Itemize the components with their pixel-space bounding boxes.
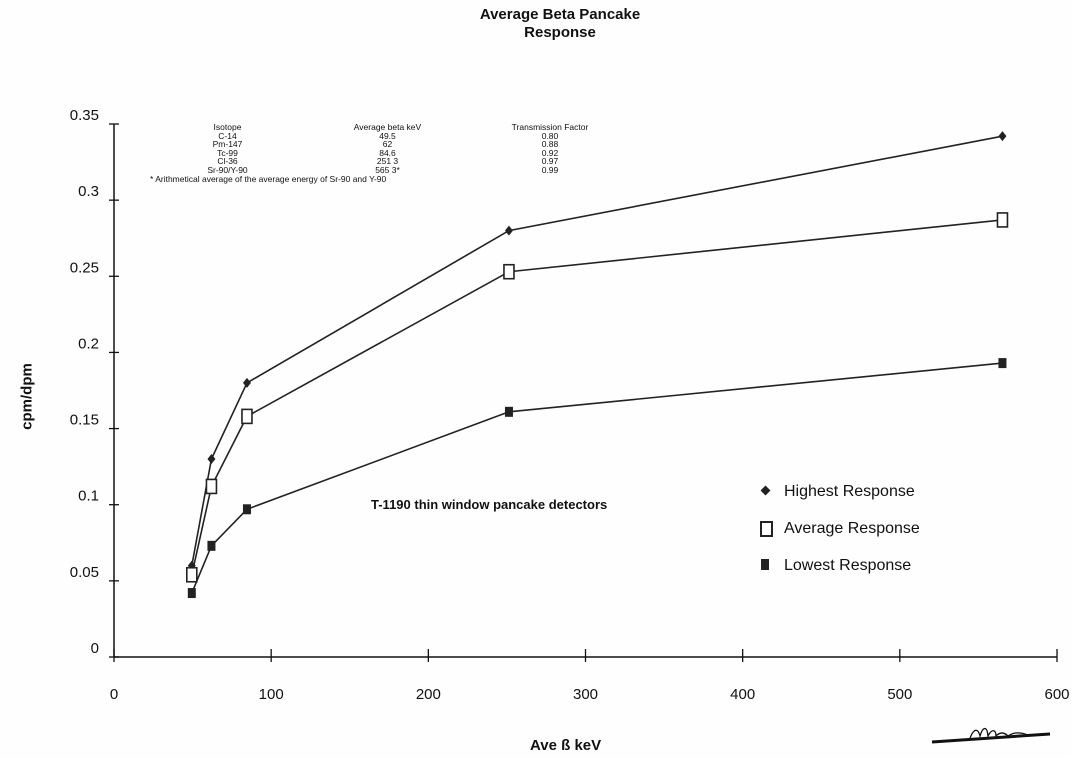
y-tick-label: 0 — [91, 640, 99, 657]
chart-title-line-1: Average Beta Pancake — [479, 6, 641, 23]
chart-title: Average Beta Pancake Response — [430, 6, 690, 42]
data-point-diamond — [504, 225, 513, 236]
transmission-factor-cell: 0.99 — [541, 164, 559, 175]
filled-square-marker-icon — [756, 556, 776, 576]
legend-label-lowest: Lowest Response — [784, 556, 912, 574]
isotope-header: Isotope — [213, 122, 242, 132]
y-tick-label: 0.1 — [78, 488, 99, 505]
table-row: C-14 49.5 0.80 — [150, 130, 630, 141]
y-tick-label: 0.15 — [70, 412, 99, 429]
transmission-factor-cell: 0.97 — [541, 156, 559, 167]
chart-title-line-2: Response — [524, 24, 596, 41]
open-square-marker-icon — [756, 519, 776, 539]
y-tick-label: 0.25 — [70, 259, 99, 276]
data-point-diamond — [242, 377, 251, 388]
data-point-diamond — [998, 131, 1007, 142]
table-row: Sr-90/Y-90 565 3* 0.99 — [150, 166, 630, 175]
y-tick-label: 0.2 — [78, 335, 99, 352]
isotope-cell: Tc-99 — [217, 147, 238, 158]
x-tick-label: 200 — [416, 686, 441, 703]
chart-annotation: T-1190 thin window pancake detectors — [371, 497, 608, 512]
x-tick-label: 300 — [573, 686, 598, 703]
isotope-table: Isotope Average beta keV Transmission Fa… — [150, 123, 630, 183]
table-row: Tc-99 84.6 0.92 — [150, 149, 630, 158]
table-footnote: * Arithmetical average of the average en… — [150, 173, 387, 184]
data-point-open-square — [241, 408, 253, 425]
x-tick-label: 400 — [730, 686, 755, 703]
data-point-open-square — [185, 566, 198, 583]
isotope-cell: Sr-90/Y-90 — [207, 164, 248, 175]
data-point-filled-square — [207, 540, 216, 551]
transmission-factor-cell: 0.80 — [541, 130, 559, 141]
y-tick-label: 0.3 — [78, 183, 99, 200]
transmission-factor-cell: 0.92 — [541, 147, 559, 158]
data-point-filled-square — [242, 504, 251, 515]
data-point-filled-square — [187, 588, 196, 599]
x-tick-label: 600 — [1044, 686, 1069, 703]
data-point-filled-square — [998, 358, 1007, 369]
beta-kev-header: Average beta keV — [353, 122, 422, 132]
transmission-factor-cell: 0.88 — [541, 139, 559, 150]
legend-item-highest: Highest Response — [756, 473, 920, 510]
data-point-open-square — [503, 263, 515, 280]
table-row: Pm-147 62 0.88 — [150, 140, 630, 149]
data-point-diamond — [207, 454, 216, 465]
beta-kev-cell: 49.5 — [379, 130, 396, 141]
beta-kev-cell: 565 3* — [375, 164, 400, 175]
beta-kev-cell: 251 3 — [376, 156, 399, 167]
x-tick-label: 0 — [110, 686, 118, 703]
data-point-filled-square — [504, 406, 513, 417]
signature — [931, 727, 1051, 744]
legend-item-average: Average Response — [756, 510, 920, 547]
transmission-factor-header: Transmission Factor — [511, 122, 589, 132]
table-row: Cl-36 251 3 0.97 — [150, 157, 630, 166]
y-tick-label: 0.05 — [70, 564, 99, 581]
isotope-cell: Pm-147 — [212, 139, 243, 150]
x-axis-label: Ave ß keV — [530, 737, 602, 754]
isotope-cell: C-14 — [218, 130, 237, 141]
y-axis-label: cpm/dpm — [18, 363, 36, 430]
isotope-cell: Cl-36 — [217, 156, 238, 167]
legend: Highest Response Average Response Lowest… — [756, 473, 920, 584]
legend-item-lowest: Lowest Response — [756, 547, 920, 584]
y-tick-label: 0.35 — [70, 107, 99, 124]
legend-label-highest: Highest Response — [784, 482, 915, 500]
data-point-open-square — [996, 212, 1009, 228]
legend-label-average: Average Response — [784, 519, 920, 537]
isotope-table-header: Isotope Average beta keV Transmission Fa… — [150, 123, 630, 132]
diamond-marker-icon — [756, 482, 776, 502]
x-tick-label: 500 — [887, 686, 912, 703]
x-tick-label: 100 — [259, 686, 284, 703]
beta-kev-cell: 62 — [382, 139, 393, 150]
beta-kev-cell: 84.6 — [379, 147, 396, 158]
data-point-open-square — [205, 478, 218, 495]
